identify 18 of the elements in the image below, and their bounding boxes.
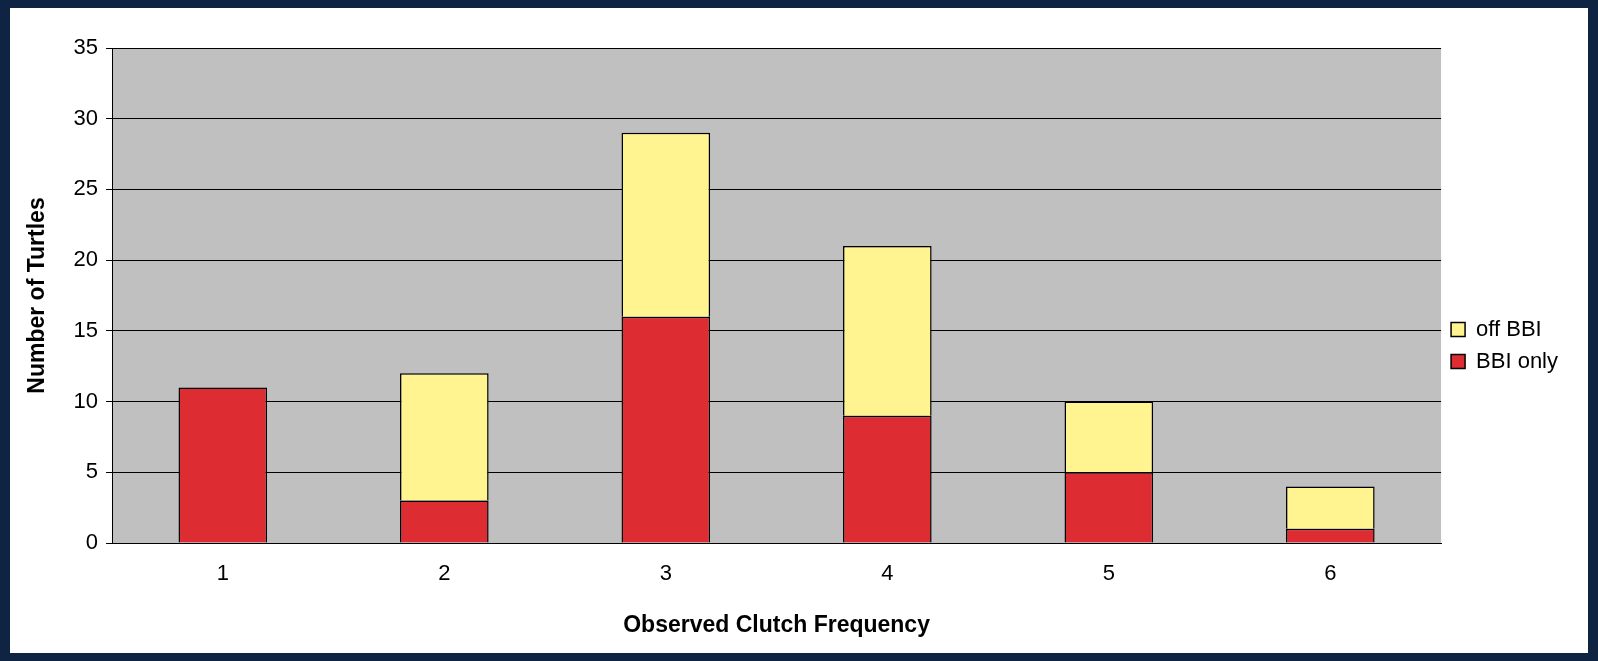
- y-tick-label: 25: [73, 175, 99, 201]
- y-tick-label: 10: [73, 387, 99, 413]
- y-tick-label: 35: [73, 34, 99, 60]
- x-axis-title: Observed Clutch Frequency: [623, 610, 931, 637]
- x-tick-label: 4: [881, 560, 894, 586]
- x-tick-label: 6: [1324, 560, 1337, 586]
- y-tick-label: 5: [85, 458, 99, 484]
- legend-label: BBI only: [1476, 347, 1559, 373]
- y-tick-label: 0: [85, 529, 99, 555]
- x-tick-label: 3: [659, 560, 672, 586]
- x-tick-label: 2: [438, 560, 451, 586]
- y-tick-label: 20: [73, 246, 99, 272]
- legend-label: off BBI: [1476, 315, 1542, 341]
- x-tick-label: 5: [1102, 560, 1115, 586]
- y-axis-title: Number of Turtles: [23, 197, 50, 394]
- y-tick-label: 15: [73, 316, 99, 342]
- x-tick-label: 1: [216, 560, 229, 586]
- y-tick-label: 30: [73, 104, 99, 130]
